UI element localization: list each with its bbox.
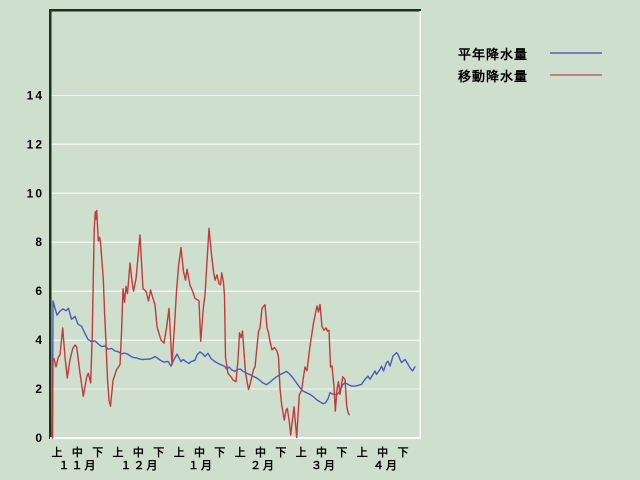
x-period-label-0-1: 中: [72, 445, 83, 459]
legend-item-moving: 移動降水量: [458, 66, 628, 84]
x-month-label-3: ２月: [250, 459, 276, 472]
x-period-label-3-0: 上: [235, 445, 246, 459]
x-period-label-3-1: 中: [255, 445, 266, 459]
x-month-label-1: １２月: [121, 459, 160, 472]
x-period-label-5-2: 下: [397, 446, 408, 459]
y-axis-label-10: 10: [27, 186, 44, 200]
x-period-label-4-2: 下: [336, 446, 347, 459]
x-period-label-0-2: 下: [92, 446, 103, 459]
chart-legend: 平年降水量 移動降水量: [458, 44, 628, 84]
legend-swatch-moving-line: [550, 74, 602, 76]
x-month-label-5: ４月: [373, 459, 399, 472]
x-period-label-4-1: 中: [316, 445, 327, 459]
legend-swatch-normal-line: [550, 52, 602, 54]
y-axis-label-4: 4: [35, 333, 44, 347]
x-period-label-2-0: 上: [174, 445, 185, 459]
legend-label-moving: 移動降水量: [458, 68, 529, 84]
x-period-label-3-2: 下: [275, 446, 286, 459]
x-period-label-1-0: 上: [113, 445, 124, 459]
y-axis-label-2: 2: [35, 382, 44, 396]
x-period-label-4-0: 上: [296, 445, 307, 459]
y-axis-label-12: 12: [27, 137, 44, 151]
x-month-label-0: １１月: [59, 459, 98, 472]
x-period-label-1-1: 中: [133, 445, 144, 459]
x-period-label-5-1: 中: [377, 445, 388, 459]
y-axis-label-0: 0: [35, 431, 44, 445]
y-axis-label-6: 6: [35, 284, 44, 298]
series-line-moving: [51, 209, 350, 439]
x-period-label-1-2: 下: [153, 446, 164, 459]
x-month-label-4: ３月: [311, 459, 337, 472]
x-period-label-2-2: 下: [214, 446, 225, 459]
legend-item-normal: 平年降水量: [458, 44, 628, 62]
x-month-label-2: １月: [188, 459, 214, 472]
y-axis-label-8: 8: [35, 235, 44, 249]
x-period-label-2-1: 中: [194, 445, 205, 459]
x-period-label-5-0: 上: [357, 445, 368, 459]
legend-label-normal: 平年降水量: [458, 46, 529, 62]
x-period-label-0-0: 上: [52, 445, 63, 459]
y-axis-label-14: 14: [27, 88, 44, 102]
